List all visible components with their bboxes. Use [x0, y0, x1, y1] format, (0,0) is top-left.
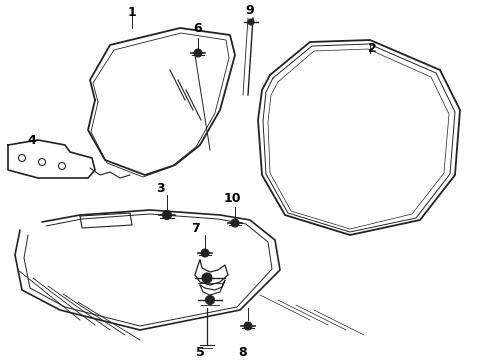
Text: 5: 5 [196, 346, 204, 359]
Text: 7: 7 [191, 221, 199, 234]
Text: 10: 10 [223, 192, 241, 204]
Circle shape [244, 322, 252, 330]
Circle shape [194, 49, 202, 57]
Circle shape [163, 211, 172, 220]
Circle shape [248, 19, 254, 25]
Circle shape [205, 296, 215, 305]
Text: 1: 1 [127, 5, 136, 18]
Circle shape [202, 273, 212, 283]
Text: 3: 3 [156, 181, 164, 194]
Circle shape [231, 219, 239, 227]
Text: 8: 8 [239, 346, 247, 359]
Text: 2: 2 [368, 41, 376, 54]
Text: 4: 4 [27, 134, 36, 147]
Circle shape [201, 249, 209, 257]
Text: 9: 9 [245, 4, 254, 17]
Text: 6: 6 [194, 22, 202, 35]
